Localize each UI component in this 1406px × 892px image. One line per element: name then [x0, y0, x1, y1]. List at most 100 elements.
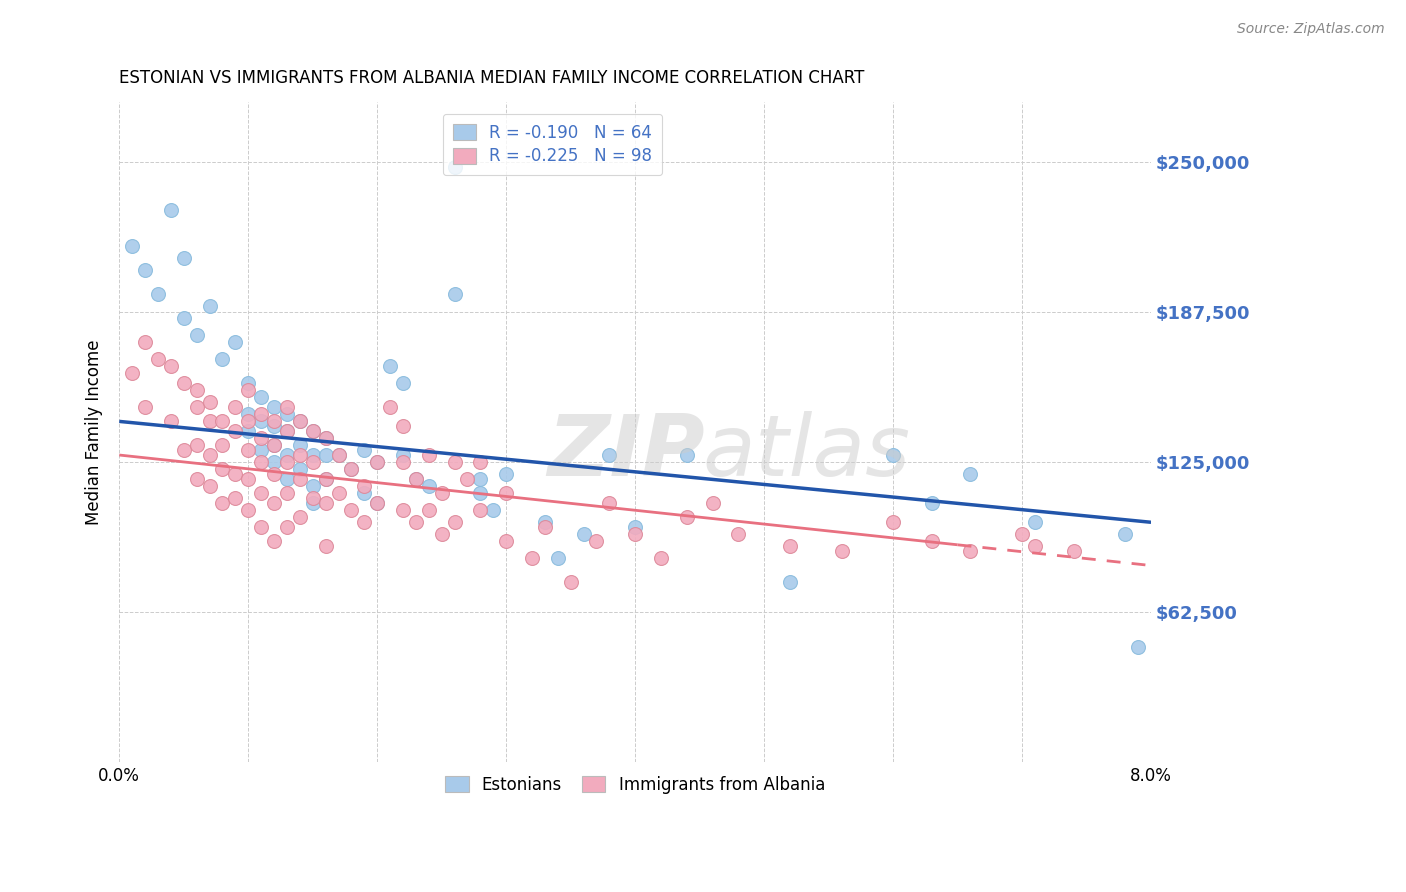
Point [470, 486, 492, 500]
Point [250, 520, 273, 534]
Point [534, 520, 557, 534]
Point [134, 335, 156, 350]
Point [263, 534, 285, 549]
Point [301, 448, 323, 462]
Point [405, 472, 427, 486]
Point [882, 448, 904, 462]
Point [250, 431, 273, 445]
Point [224, 467, 246, 482]
Point [198, 479, 221, 493]
Point [263, 455, 285, 469]
Point [495, 534, 517, 549]
Point [392, 376, 415, 390]
Point [198, 414, 221, 428]
Point [276, 424, 298, 438]
Point [378, 400, 401, 414]
Point [353, 486, 375, 500]
Point [340, 462, 363, 476]
Point [624, 520, 647, 534]
Point [585, 534, 607, 549]
Point [675, 510, 697, 524]
Point [702, 496, 724, 510]
Point [315, 448, 337, 462]
Point [495, 467, 517, 482]
Point [134, 263, 156, 277]
Point [959, 544, 981, 558]
Point [392, 503, 415, 517]
Point [1126, 640, 1149, 655]
Point [276, 455, 298, 469]
Point [315, 472, 337, 486]
Point [418, 503, 440, 517]
Point [238, 407, 260, 421]
Point [238, 424, 260, 438]
Point [882, 516, 904, 530]
Point [470, 455, 492, 469]
Point [186, 472, 208, 486]
Point [366, 455, 388, 469]
Point [392, 455, 415, 469]
Point [250, 407, 273, 421]
Point [598, 448, 620, 462]
Text: ZIP: ZIP [547, 410, 704, 493]
Point [366, 496, 388, 510]
Point [134, 400, 156, 414]
Point [276, 407, 298, 421]
Text: atlas: atlas [702, 410, 910, 493]
Point [921, 496, 943, 510]
Point [650, 551, 672, 566]
Point [366, 496, 388, 510]
Point [482, 503, 505, 517]
Point [288, 448, 311, 462]
Point [430, 486, 453, 500]
Point [198, 395, 221, 409]
Point [263, 419, 285, 434]
Point [353, 443, 375, 458]
Point [675, 448, 697, 462]
Point [779, 575, 801, 590]
Point [495, 486, 517, 500]
Point [238, 443, 260, 458]
Point [353, 479, 375, 493]
Point [443, 455, 465, 469]
Point [198, 448, 221, 462]
Point [198, 299, 221, 313]
Point [572, 527, 595, 541]
Point [121, 367, 143, 381]
Point [263, 496, 285, 510]
Point [250, 455, 273, 469]
Point [288, 438, 311, 452]
Point [315, 472, 337, 486]
Point [534, 516, 557, 530]
Point [1024, 539, 1046, 553]
Point [366, 455, 388, 469]
Point [186, 438, 208, 452]
Point [238, 414, 260, 428]
Point [779, 539, 801, 553]
Text: Source: ZipAtlas.com: Source: ZipAtlas.com [1237, 22, 1385, 37]
Point [1024, 516, 1046, 530]
Point [211, 414, 233, 428]
Point [186, 400, 208, 414]
Point [301, 491, 323, 506]
Point [288, 462, 311, 476]
Point [560, 575, 582, 590]
Point [315, 539, 337, 553]
Point [340, 503, 363, 517]
Point [186, 327, 208, 342]
Point [276, 520, 298, 534]
Point [263, 467, 285, 482]
Point [250, 414, 273, 428]
Point [831, 544, 853, 558]
Point [160, 414, 183, 428]
Point [328, 486, 350, 500]
Point [547, 551, 569, 566]
Point [250, 443, 273, 458]
Point [315, 431, 337, 445]
Point [520, 551, 543, 566]
Point [301, 424, 323, 438]
Point [392, 419, 415, 434]
Point [624, 527, 647, 541]
Point [959, 467, 981, 482]
Point [378, 359, 401, 373]
